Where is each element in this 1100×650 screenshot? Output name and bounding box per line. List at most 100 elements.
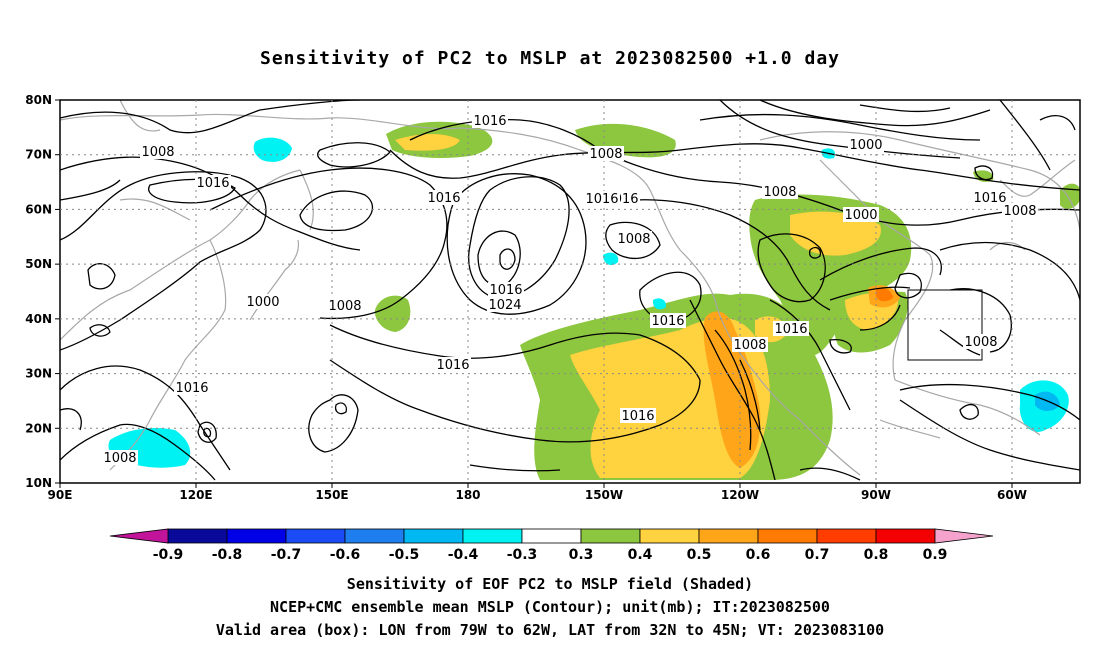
contour-label: 1016 [973,191,1006,206]
longitude-labels: 90E 120E 150E 180 150W 120W 90W 60W [48,488,1027,502]
contour-label-bg [245,294,281,309]
contour-label: 1000 [844,208,877,223]
contour-label: 1008 [141,145,174,160]
contour-label: 1016 [427,191,460,206]
latitude-labels: 80N 70N 60N 50N 40N 30N 20N 10N [25,93,52,490]
colorbar-label: 0.9 [923,547,948,563]
contour-label: 1008 [763,185,796,200]
colorbar-label: -0.4 [448,547,479,563]
contour-label-bg [102,450,138,465]
lon-label: 90W [861,488,891,502]
contour-labels: 1016100810161016100810001016100810161000… [102,113,1038,466]
lon-label: 60W [997,488,1027,502]
contour-label: 1016 [473,114,506,129]
colorbar-cell [403,528,464,544]
contour-label: 1016 [175,381,208,396]
colorbar-label: 0.3 [569,547,594,563]
contour-label-bg [616,231,652,246]
contour-label: 1000 [246,295,279,310]
contour-label: 1024 [488,298,521,313]
contour-label-bg [195,175,231,190]
colorbar-label: -0.9 [153,547,184,563]
lat-label: 10N [25,476,52,490]
colorbar-label: 0.8 [864,547,889,563]
contour-label-bg [588,146,624,161]
valid-area-box [907,289,983,361]
colorbar-low-arrow [109,528,169,544]
contour-label-bg [762,184,798,199]
colorbar-label: -0.7 [271,547,302,563]
contour-label-bg [848,137,884,152]
contour-label-bg [620,408,656,423]
mslp-contours [60,100,1080,481]
contour-label: 1016 [774,322,807,337]
contour-label-bg [963,334,999,349]
colorbar-label: -0.3 [507,547,538,563]
colorbar-cell [521,528,582,544]
contour-label-bg [1002,203,1038,218]
colorbar-cell [226,528,287,544]
colorbar-label: -0.5 [389,547,420,563]
lat-label: 70N [25,148,52,162]
lat-label: 80N [25,93,52,107]
contour-label: 1016 [585,192,618,207]
colorbar-cell [462,528,523,544]
contour-label-bg [488,282,524,297]
contour-label-bg [773,321,809,336]
caption-line-1: Sensitivity of EOF PC2 to MSLP field (Sh… [346,575,754,593]
colorbar-label: -0.8 [212,547,243,563]
lon-label: 150W [585,488,623,502]
colorbar-high-arrow [934,528,994,544]
contour-label: 1008 [328,299,361,314]
colorbar-cell [639,528,700,544]
caption-line-2: NCEP+CMC ensemble mean MSLP (Contour); u… [270,598,830,616]
colorbar-cell [698,528,759,544]
axis-ticks [55,99,1013,488]
contour-label-bg [426,190,462,205]
contour-label: 1008 [964,335,997,350]
contour-label-bg [732,337,768,352]
coastlines [60,100,1080,476]
contour-label: 1008 [1003,204,1036,219]
map-frame [59,99,1081,484]
contour-label-bg [584,191,620,206]
lon-label: 120W [721,488,759,502]
lon-label: 150E [315,488,348,502]
colorbar-cell [344,528,405,544]
colorbar-label: 0.5 [687,547,712,563]
lat-label: 20N [25,421,52,435]
lat-label: 40N [25,312,52,326]
contour-label: 1016 [651,314,684,329]
colorbar-cell [167,528,228,544]
colorbar-cell [875,528,936,544]
grid-lines [60,100,1080,483]
contour-label: 1016 [621,409,654,424]
colorbar-label: 0.6 [746,547,771,563]
contour-label: 1008 [103,451,136,466]
lat-label: 30N [25,367,52,381]
lon-label: 90E [48,488,73,502]
colorbar-cell [816,528,877,544]
contour-label-bg [972,190,1008,205]
lon-label: 120E [179,488,212,502]
lon-label: 180 [455,488,480,502]
contour-label-bg [472,113,508,128]
contour-label-bg [140,144,176,159]
colorbar-label: 0.7 [805,547,830,563]
colorbar: -0.9 -0.8 -0.7 -0.6 -0.5 -0.4 -0.3 0.3 0.4 0.5 0.6… [109,528,994,563]
contour-label: 1016 [196,176,229,191]
colorbar-cell [285,528,346,544]
contour-label-bg [650,313,686,328]
caption-line-3: Valid area (box): LON from 79W to 62W, L… [215,621,885,639]
colorbar-cell [757,528,818,544]
contour-label-bg [435,357,471,372]
colorbar-label: -0.6 [330,547,361,563]
contour-label: 1000 [849,138,882,153]
lat-label: 60N [25,202,52,216]
colorbar-label: 0.4 [628,547,653,563]
colorbar-cell [580,528,641,544]
contour-label-bg [327,298,363,313]
contour-label: 1008 [617,232,650,247]
map-title: Sensitivity of PC2 to MSLP at 2023082500… [259,48,840,69]
contour-label: 1016 [489,283,522,298]
